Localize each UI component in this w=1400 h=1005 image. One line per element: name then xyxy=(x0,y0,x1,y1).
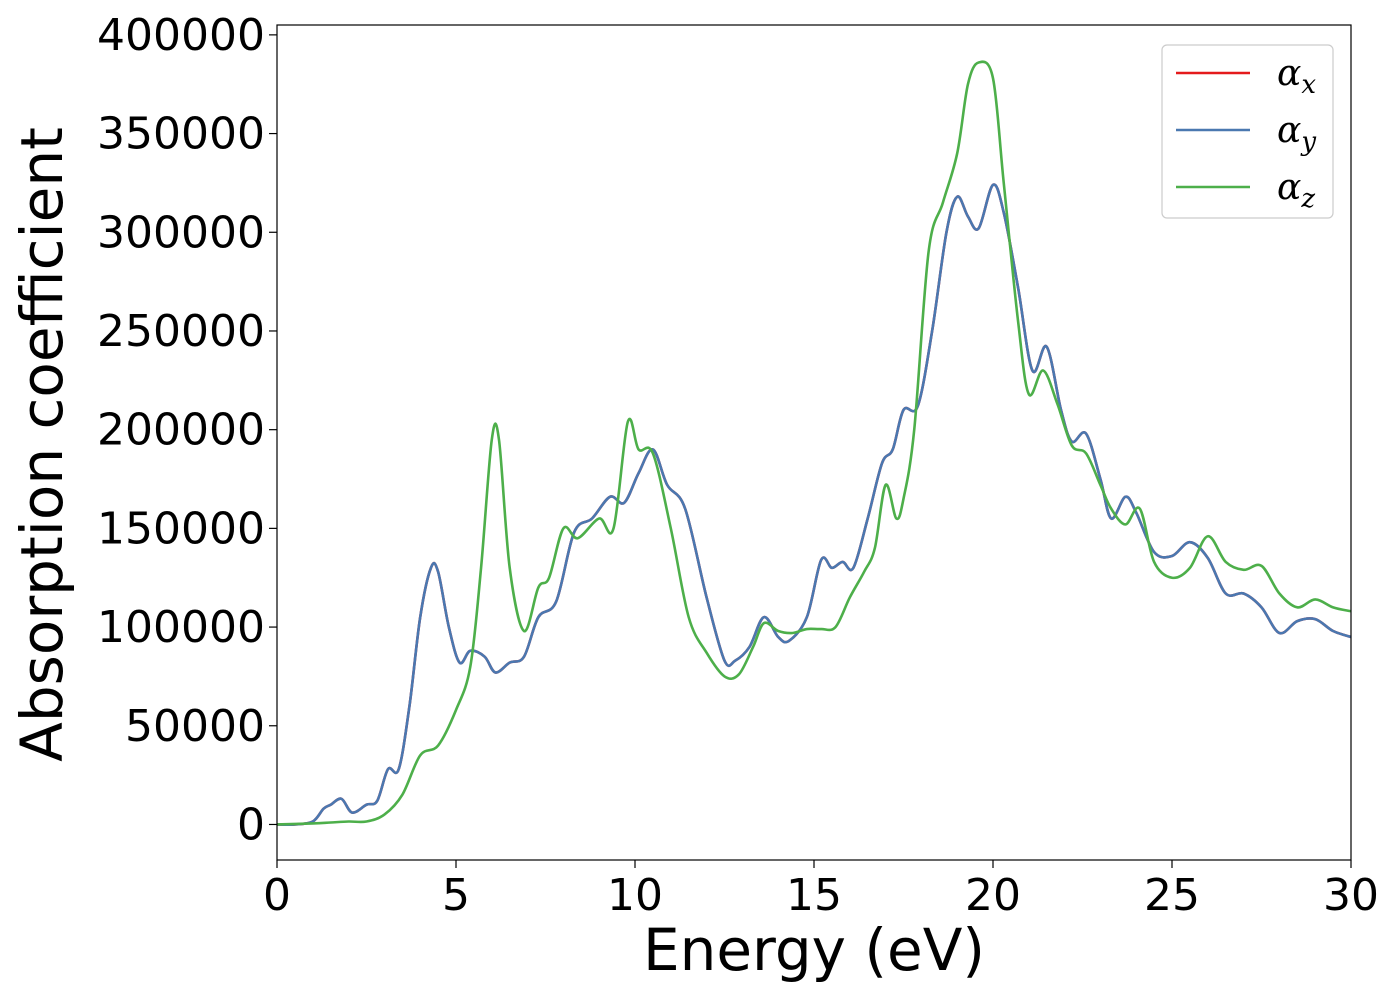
x-tick-label: 25 xyxy=(1144,870,1200,921)
legend-label-x: αx xyxy=(1277,53,1316,100)
y-tick-label: 100000 xyxy=(97,602,265,653)
y-tick-label: 350000 xyxy=(97,109,265,160)
legend-label-y: αy xyxy=(1277,110,1316,157)
y-tick-label: 150000 xyxy=(97,503,265,554)
series-line-y xyxy=(277,183,1351,826)
y-tick-label: 400000 xyxy=(97,10,265,61)
legend-box xyxy=(1161,44,1334,219)
series-line-x xyxy=(277,183,1351,826)
y-axis-ticks: 0 50000 100000 150000 200000 250000 300000 3500… xyxy=(97,10,277,850)
x-axis-ticks: 0 5 10 15 20 25 30 xyxy=(263,860,1379,921)
y-tick-label: 200000 xyxy=(97,405,265,456)
y-tick-label: 250000 xyxy=(97,306,265,357)
y-tick-label: 50000 xyxy=(125,701,265,752)
legend: αx αy αz xyxy=(1161,44,1334,219)
y-tick-label: 300000 xyxy=(97,207,265,258)
y-tick-label: 0 xyxy=(237,799,265,850)
x-axis-label: Energy (eV) xyxy=(643,916,985,984)
y-axis-label: Absorption coefficient xyxy=(8,127,76,762)
x-tick-label: 15 xyxy=(786,870,842,921)
x-tick-label: 5 xyxy=(442,870,470,921)
legend-label-z: αz xyxy=(1277,167,1315,214)
x-tick-label: 0 xyxy=(263,870,291,921)
series-line-z xyxy=(277,60,1351,826)
x-tick-label: 20 xyxy=(965,870,1021,921)
x-tick-label: 30 xyxy=(1323,870,1379,921)
x-tick-label: 10 xyxy=(607,870,663,921)
series-lines xyxy=(277,60,1351,826)
